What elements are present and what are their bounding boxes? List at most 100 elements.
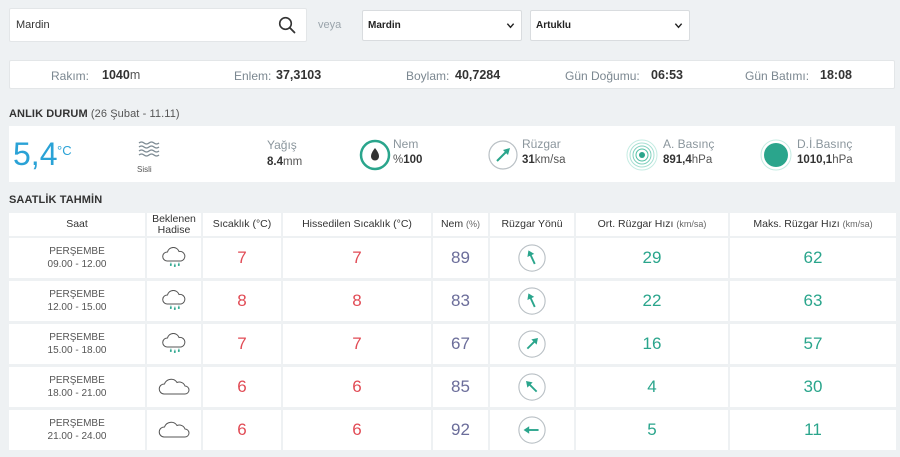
cloud-icon <box>147 367 201 407</box>
wind-arrow-w-icon <box>490 410 574 450</box>
feels-like-value: 7 <box>283 238 431 278</box>
sunset-value: 18:08 <box>820 68 852 82</box>
header-feels-like: Hissedilen Sıcaklık (°C) <box>283 213 431 236</box>
feels-like-value: 7 <box>283 324 431 364</box>
current-panel: 5,4 °C Sisli Yağış 8.4mm Nem %100 Rüzgar… <box>9 126 895 182</box>
district-select-value: Artuklu <box>536 20 571 31</box>
time-cell: PERŞEMBE 09.00 - 12.00 <box>9 238 145 278</box>
longitude-value: 40,7284 <box>455 68 501 82</box>
wind-direction-icon <box>488 140 518 170</box>
forecast-title: SAATLİK TAHMİN <box>9 194 103 206</box>
sea-level-pressure-icon <box>760 139 792 171</box>
humidity-value: 85 <box>433 367 488 407</box>
cloud-icon <box>147 410 201 450</box>
chevron-down-icon <box>674 23 683 29</box>
temperature-value: 6 <box>203 410 281 450</box>
temperature-value: 6 <box>203 367 281 407</box>
temperature-value: 7 <box>203 238 281 278</box>
condition-label: Sisli <box>137 165 152 174</box>
humidity-value: 89 <box>433 238 488 278</box>
wind-arrow-nw-icon <box>490 367 574 407</box>
header-temperature: Sıcaklık (°C) <box>203 213 281 236</box>
sunset-label: Gün Batımı: <box>745 69 810 83</box>
avg-wind-value: 4 <box>576 367 728 407</box>
sunrise-label: Gün Doğumu: <box>565 69 640 83</box>
search-icon[interactable] <box>278 16 296 34</box>
location-info-bar: Rakım: 1040m Enlem: 37,3103 Boylam: 40,7… <box>9 60 895 89</box>
sea-level-pressure-label: D.İ.Basınç <box>797 137 853 151</box>
time-cell: PERŞEMBE 21.00 - 24.00 <box>9 410 145 450</box>
altitude-label: Rakım: <box>51 69 90 83</box>
latitude-value: 37,3103 <box>276 68 322 82</box>
avg-wind-value: 22 <box>576 281 728 321</box>
latitude-label: Enlem: <box>234 69 272 83</box>
search-input[interactable] <box>16 9 271 41</box>
province-select-value: Mardin <box>368 20 401 31</box>
time-cell: PERŞEMBE 18.00 - 21.00 <box>9 367 145 407</box>
avg-wind-value: 5 <box>576 410 728 450</box>
max-wind-value: 57 <box>730 324 896 364</box>
humidity-value: 83 <box>433 281 488 321</box>
chevron-down-icon <box>506 23 515 29</box>
header-humidity: Nem (%) <box>433 213 488 236</box>
sunrise-value: 06:53 <box>651 68 683 82</box>
rain-cloud-icon <box>147 324 201 364</box>
humidity-label: Nem <box>393 137 419 151</box>
header-time: Saat <box>9 213 145 236</box>
max-wind-value: 63 <box>730 281 896 321</box>
current-temperature-unit: °C <box>57 143 72 158</box>
sea-level-pressure-value: 1010,1hPa <box>797 154 853 166</box>
wind-arrow-ne-icon <box>490 324 574 364</box>
humidity-value: 67 <box>433 324 488 364</box>
rain-cloud-icon <box>147 238 201 278</box>
rain-cloud-icon <box>147 281 201 321</box>
precipitation-value: 8.4mm <box>267 156 303 168</box>
temperature-value: 8 <box>203 281 281 321</box>
time-range-label: 15.00 - 18.00 <box>47 345 107 356</box>
max-wind-value: 30 <box>730 367 896 407</box>
max-wind-value: 62 <box>730 238 896 278</box>
humidity-icon <box>359 139 391 171</box>
header-max-wind: Maks. Rüzgar Hızı (km/sa) <box>730 213 896 236</box>
avg-wind-value: 16 <box>576 324 728 364</box>
province-select[interactable]: Mardin <box>362 10 522 41</box>
humidity-value: 92 <box>433 410 488 450</box>
longitude-label: Boylam: <box>406 69 450 83</box>
current-temperature: 5,4 <box>13 136 58 172</box>
day-label: PERŞEMBE <box>49 332 105 343</box>
feels-like-value: 8 <box>283 281 431 321</box>
humidity-value: %100 <box>393 154 423 166</box>
day-label: PERŞEMBE <box>49 418 105 429</box>
time-range-label: 18.00 - 21.00 <box>47 388 107 399</box>
district-select[interactable]: Artuklu <box>530 10 690 41</box>
or-label: veya <box>318 19 342 31</box>
precipitation-label: Yağış <box>267 138 297 152</box>
header-avg-wind: Ort. Rüzgar Hızı (km/sa) <box>576 213 728 236</box>
search-box[interactable] <box>9 8 307 42</box>
pressure-value: 891,4hPa <box>663 154 713 166</box>
feels-like-value: 6 <box>283 367 431 407</box>
time-range-label: 09.00 - 12.00 <box>47 259 107 270</box>
pressure-label: A. Basınç <box>663 137 715 151</box>
header-wind-direction: Rüzgar Yönü <box>490 213 574 236</box>
temperature-value: 7 <box>203 324 281 364</box>
altitude-value: 1040m <box>102 68 141 82</box>
header-event: Beklenen Hadise <box>147 213 201 236</box>
time-cell: PERŞEMBE 15.00 - 18.00 <box>9 324 145 364</box>
day-label: PERŞEMBE <box>49 289 105 300</box>
avg-wind-value: 29 <box>576 238 728 278</box>
wind-value: 31km/sa <box>522 154 566 166</box>
time-range-label: 21.00 - 24.00 <box>47 431 107 442</box>
wind-arrow-nnw-icon <box>490 281 574 321</box>
feels-like-value: 6 <box>283 410 431 450</box>
current-title: ANLIK DURUM (26 Şubat - 11.11) <box>9 108 180 120</box>
time-range-label: 12.00 - 15.00 <box>47 302 107 313</box>
wind-label: Rüzgar <box>522 137 561 151</box>
fog-icon <box>138 141 160 157</box>
day-label: PERŞEMBE <box>49 246 105 257</box>
time-cell: PERŞEMBE 12.00 - 15.00 <box>9 281 145 321</box>
day-label: PERŞEMBE <box>49 375 105 386</box>
max-wind-value: 11 <box>730 410 896 450</box>
pressure-icon <box>626 139 658 171</box>
wind-arrow-nnw-icon <box>490 238 574 278</box>
